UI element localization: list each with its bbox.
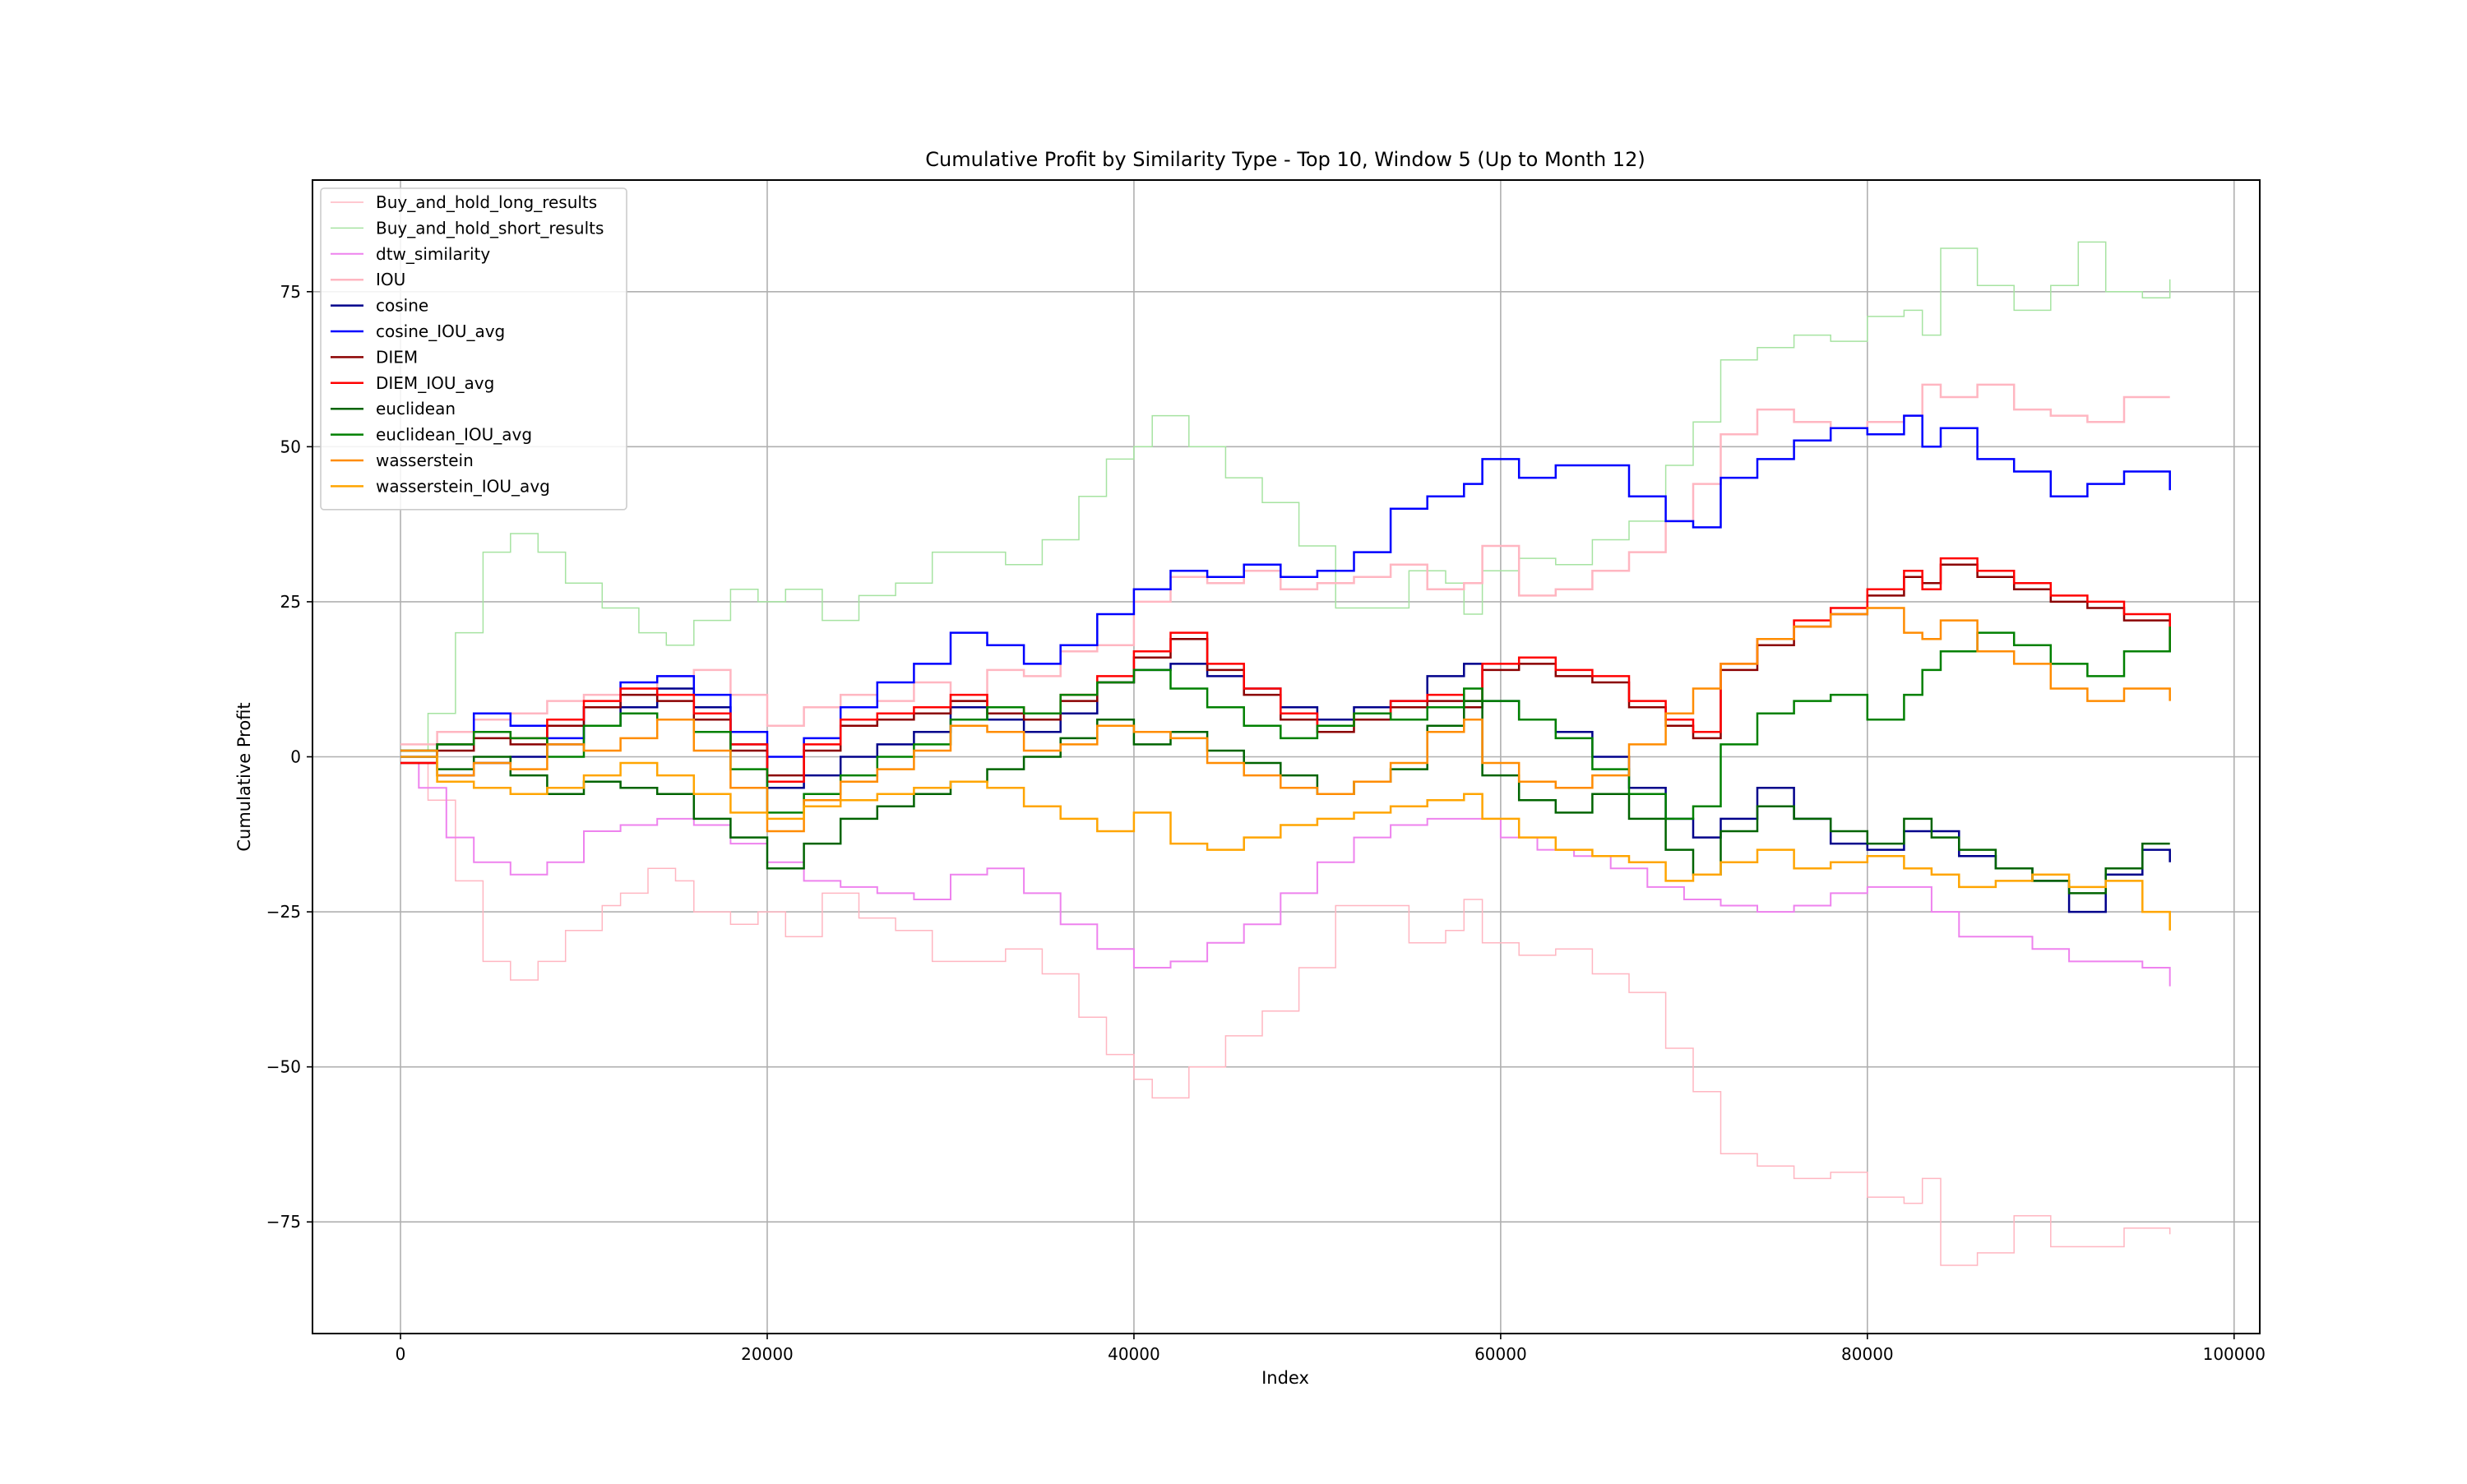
y-tick-label: −25 bbox=[266, 902, 301, 922]
series-line-buy-and-hold-long-results bbox=[400, 762, 2171, 1266]
series-line-euclidean-iou-avg bbox=[400, 626, 2171, 821]
chart-title: Cumulative Profit by Similarity Type - T… bbox=[925, 148, 1645, 171]
x-tick-label: 60000 bbox=[1474, 1344, 1527, 1364]
legend-label: Buy_and_hold_long_results bbox=[376, 192, 597, 212]
legend-label: DIEM_IOU_avg bbox=[376, 373, 494, 393]
series-line-iou bbox=[400, 383, 2170, 746]
legend-label: wasserstein bbox=[376, 451, 474, 470]
y-axis-label: Cumulative Profit bbox=[234, 702, 254, 851]
series-line-euclidean bbox=[400, 700, 2170, 895]
legend-label: euclidean bbox=[376, 399, 456, 418]
series-line-wasserstein-iou-avg bbox=[400, 756, 2171, 931]
x-tick-label: 80000 bbox=[1841, 1344, 1894, 1364]
legend-label: cosine bbox=[376, 296, 428, 316]
x-tick-label: 20000 bbox=[741, 1344, 794, 1364]
legend: Buy_and_hold_long_results Buy_and_hold_sh… bbox=[320, 187, 627, 511]
legend-label: euclidean_IOU_avg bbox=[376, 425, 532, 445]
y-tick-label: −75 bbox=[266, 1212, 301, 1232]
x-tick-label: 100000 bbox=[2203, 1344, 2266, 1364]
series-line-dtw-similarity bbox=[400, 762, 2171, 987]
y-tick-label: 75 bbox=[280, 282, 301, 302]
series-line-buy-and-hold-short-results bbox=[400, 241, 2171, 751]
x-axis-ticks: 0 20000 40000 60000 80000 100000 bbox=[396, 1334, 2266, 1364]
y-tick-label: 50 bbox=[280, 437, 301, 456]
series-line-cosine-iou-avg bbox=[400, 414, 2171, 758]
legend-label: cosine_IOU_avg bbox=[376, 321, 505, 341]
grid bbox=[312, 180, 2260, 1334]
legend-box bbox=[320, 187, 627, 511]
plot-lines bbox=[400, 241, 2171, 1266]
legend-label: Buy_and_hold_short_results bbox=[376, 218, 604, 238]
legend-label: IOU bbox=[376, 270, 405, 289]
legend-label: wasserstein_IOU_avg bbox=[376, 476, 550, 496]
y-tick-label: 25 bbox=[280, 592, 301, 612]
x-axis-label: Index bbox=[1261, 1368, 1309, 1388]
y-axis-ticks: −75 −50 −25 0 25 50 75 bbox=[266, 282, 312, 1232]
legend-label: dtw_similarity bbox=[376, 244, 490, 264]
x-tick-label: 40000 bbox=[1108, 1344, 1160, 1364]
y-tick-label: −50 bbox=[266, 1057, 301, 1077]
x-tick-label: 0 bbox=[396, 1344, 406, 1364]
legend-label: DIEM bbox=[376, 347, 418, 367]
series-line-wasserstein bbox=[400, 607, 2171, 833]
y-tick-label: 0 bbox=[290, 747, 301, 767]
